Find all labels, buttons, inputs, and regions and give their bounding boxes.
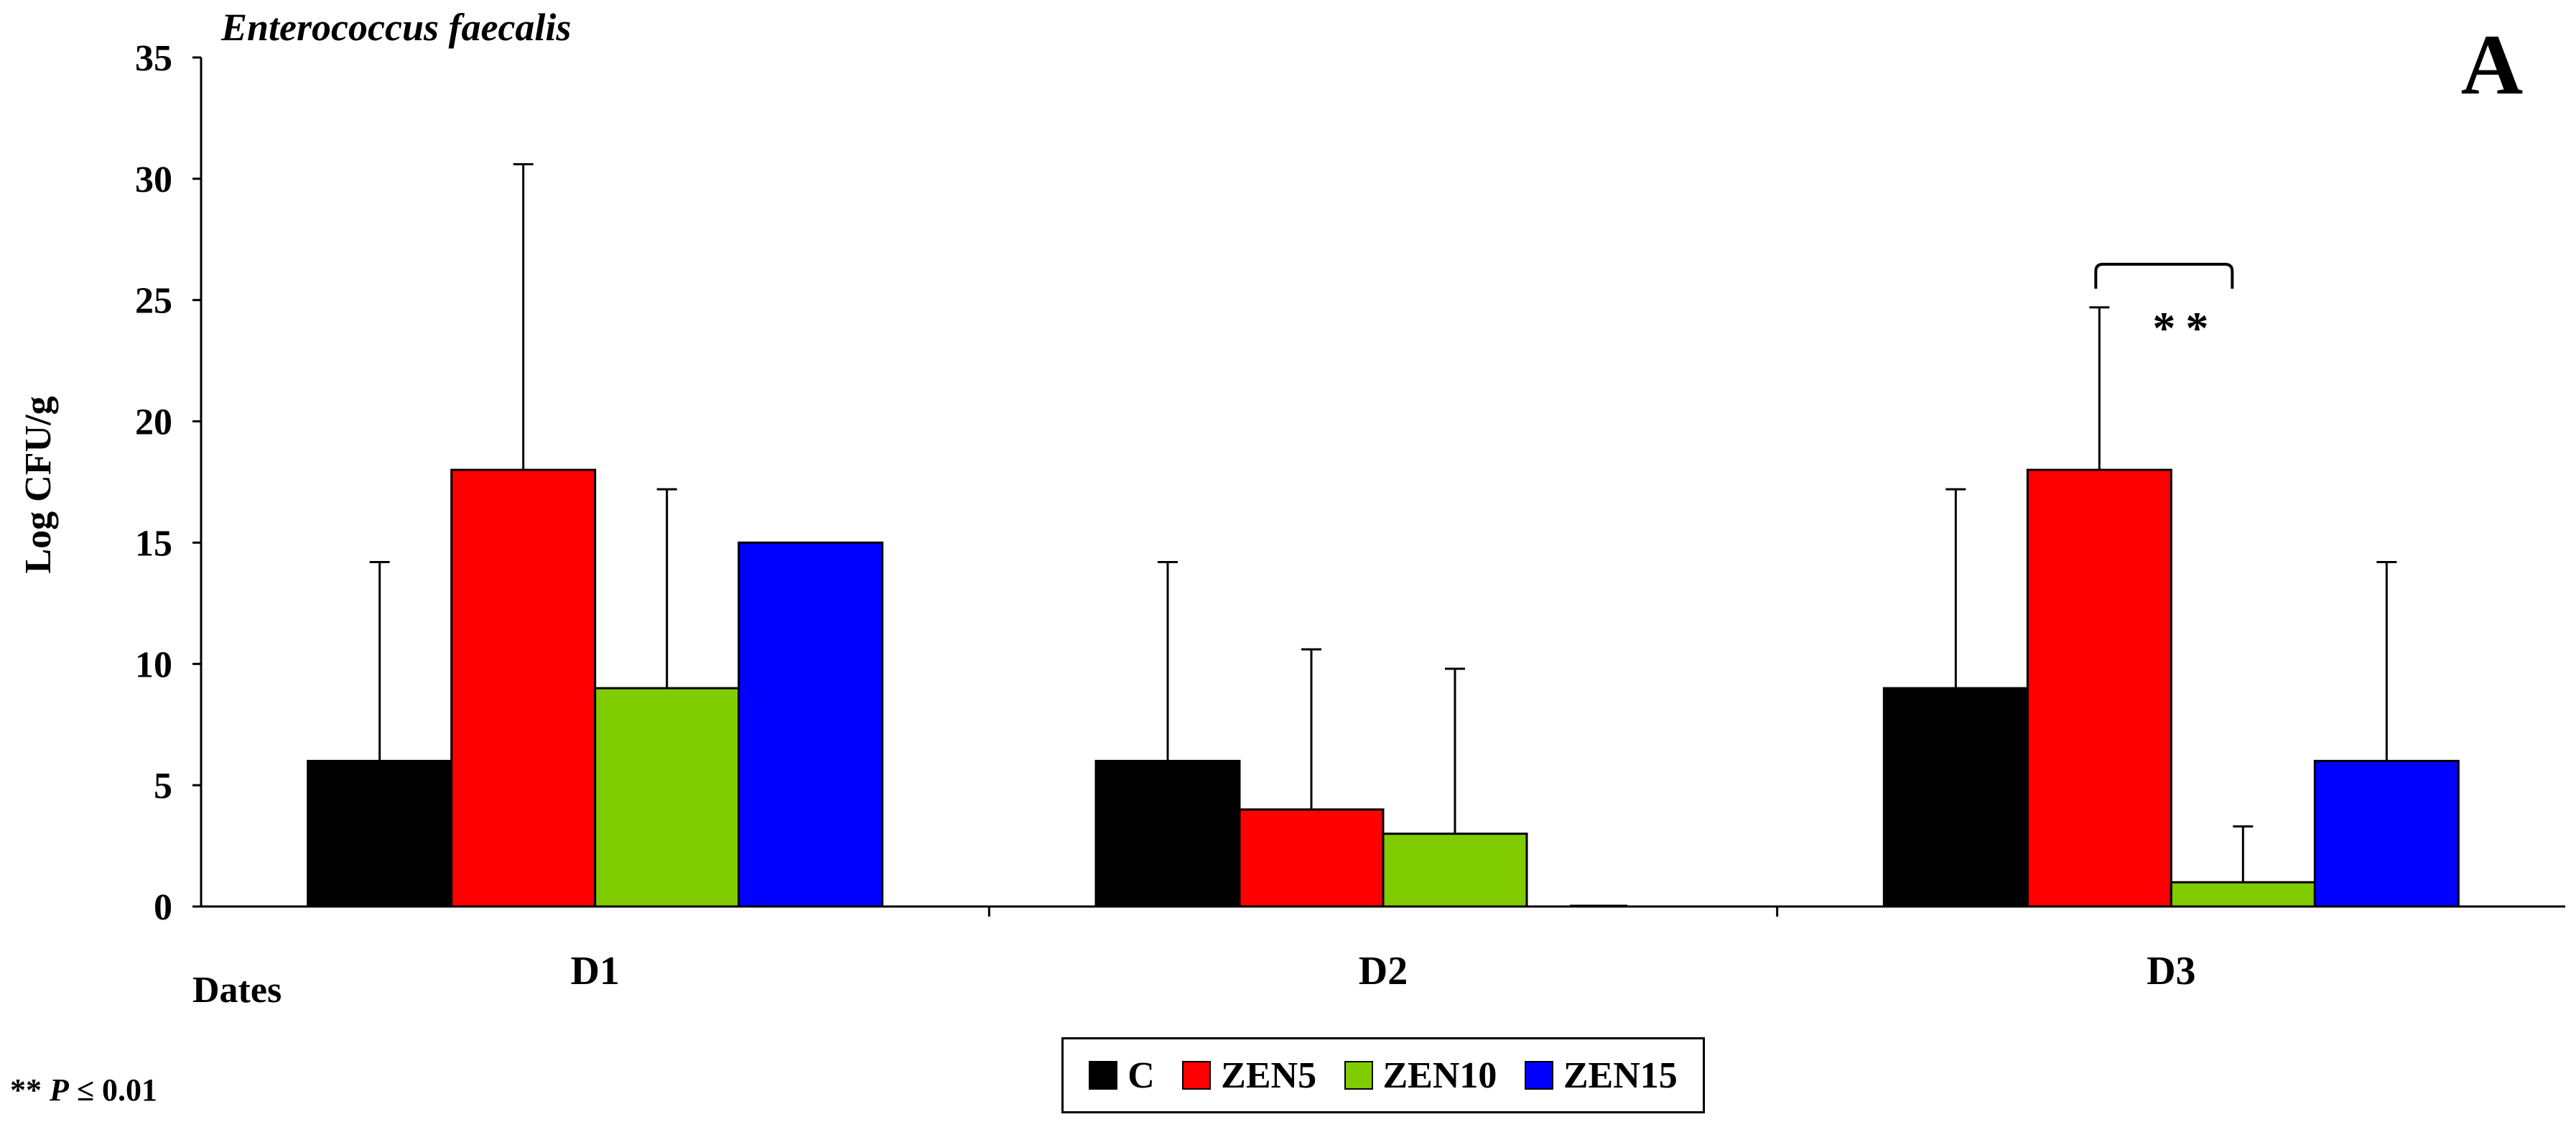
bar: [594, 687, 740, 908]
y-tick-label: 30: [135, 159, 172, 200]
legend-item-c: C: [1089, 1054, 1155, 1097]
y-ticks: 0 5 10 15 20 25 30 35: [135, 38, 201, 928]
significance-label: **: [2152, 302, 2218, 353]
x-ticks: D1 D2 D3: [570, 907, 2196, 993]
y-tick-label: 15: [135, 523, 172, 564]
bar: [307, 759, 453, 908]
x-tick-label: D3: [2147, 949, 2195, 993]
legend-label-zen5: ZEN5: [1221, 1054, 1317, 1096]
legend-item-zen10: ZEN10: [1344, 1054, 1497, 1097]
panel-label: A: [2461, 17, 2524, 112]
x-axis-label: Dates: [192, 970, 282, 1011]
legend-label-c: C: [1127, 1054, 1155, 1096]
y-tick-label: 25: [135, 281, 172, 322]
footnote-p: P: [50, 1072, 69, 1108]
footnote: ** P ≤ 0.01: [10, 1072, 157, 1108]
bars: [307, 163, 2460, 908]
bar: [2026, 468, 2172, 908]
bar: [1382, 833, 1528, 908]
chart-title: Enterococcus faecalis: [220, 6, 571, 49]
bar: [1882, 687, 2029, 908]
legend: C ZEN5 ZEN10 ZEN15: [1061, 1037, 1705, 1113]
footnote-stars: **: [10, 1072, 42, 1108]
bar: [1238, 808, 1385, 908]
significance-bracket: [2094, 262, 2234, 289]
y-tick-label: 5: [154, 766, 172, 807]
y-tick-label: 0: [154, 887, 172, 928]
legend-label-zen15: ZEN15: [1563, 1054, 1678, 1096]
x-tick-label: D1: [570, 949, 619, 993]
y-tick-label: 20: [135, 402, 172, 443]
legend-swatch-zen15: [1524, 1061, 1553, 1090]
x-tick-label: D2: [1359, 949, 1408, 993]
annotations: **: [2094, 262, 2234, 353]
bar: [1094, 759, 1241, 908]
bar: [2313, 759, 2460, 908]
legend-item-zen15: ZEN15: [1524, 1054, 1678, 1097]
legend-swatch-c: [1089, 1061, 1118, 1090]
bar: [450, 468, 597, 908]
legend-swatch-zen10: [1344, 1061, 1373, 1090]
footnote-threshold: ≤ 0.01: [68, 1072, 158, 1108]
legend-swatch-zen5: [1182, 1061, 1212, 1090]
y-tick-label: 10: [135, 644, 172, 685]
bar: [738, 541, 884, 908]
y-axis-label: Log CFU/g: [18, 397, 59, 574]
y-tick-label: 35: [135, 38, 172, 79]
bar: [2170, 881, 2316, 908]
legend-label-zen10: ZEN10: [1382, 1054, 1497, 1096]
legend-item-zen5: ZEN5: [1182, 1054, 1316, 1097]
